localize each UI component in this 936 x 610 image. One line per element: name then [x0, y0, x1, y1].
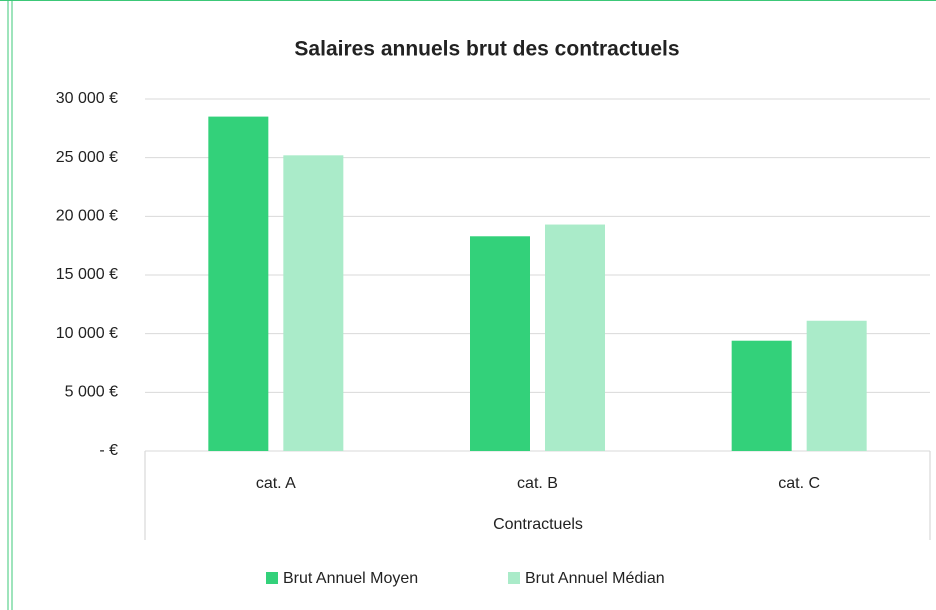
bar: [470, 236, 530, 451]
x-tick-label: cat. C: [778, 475, 820, 492]
legend-label: Brut Annuel Médian: [525, 570, 665, 587]
x-tick-label: cat. A: [256, 475, 296, 492]
y-tick-label: 5 000 €: [65, 384, 118, 401]
legend-swatch: [508, 572, 520, 584]
legend-label: Brut Annuel Moyen: [283, 570, 418, 587]
bar: [545, 224, 605, 451]
y-tick-label: 30 000 €: [56, 90, 118, 107]
legend-swatch: [266, 572, 278, 584]
y-tick-label: 10 000 €: [56, 325, 118, 342]
bar: [806, 320, 867, 451]
bar: [208, 116, 269, 451]
x-axis-title: Contractuels: [493, 516, 583, 533]
y-tick-label: 25 000 €: [56, 149, 118, 166]
y-tick-label: 15 000 €: [56, 266, 118, 283]
bar: [731, 340, 792, 451]
y-tick-label: 20 000 €: [56, 208, 118, 225]
bar: [283, 155, 344, 451]
chart-title: Salaires annuels brut des contractuels: [294, 38, 679, 61]
y-tick-label: - €: [99, 442, 118, 459]
x-tick-label: cat. B: [517, 475, 558, 492]
